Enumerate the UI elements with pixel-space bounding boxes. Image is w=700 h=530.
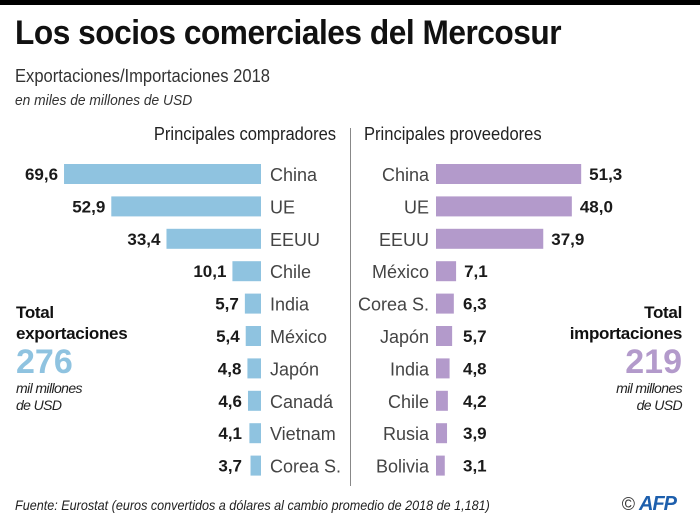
imports-value-label: 48,0 [580, 197, 613, 216]
exports-bar-8 [249, 423, 261, 444]
exports-bar-5 [245, 326, 261, 346]
exports-value-label: 3,7 [218, 457, 242, 476]
imports-total-label-1: Total [644, 303, 682, 322]
exports-value-label: 52,9 [72, 197, 105, 216]
exports-value-label: 4,8 [218, 359, 242, 378]
exports-bar-7 [247, 390, 261, 411]
imports-category-label: Chile [388, 392, 429, 412]
top-rule [0, 0, 700, 5]
imports-category-label: India [390, 359, 430, 379]
exports-category-label: Chile [270, 262, 311, 282]
exports-category-label: Corea S. [270, 457, 341, 477]
exports-bar-3 [232, 261, 261, 282]
imports-bar-3 [436, 261, 457, 282]
exports-category-label: México [270, 327, 327, 347]
column-divider [350, 128, 351, 486]
imports-category-label: EEUU [379, 230, 429, 250]
exports-total: Total exportaciones 276 mil millones de … [16, 302, 128, 414]
imports-bar-9 [436, 455, 445, 476]
imports-bar-8 [436, 423, 448, 444]
imports-bar-6 [436, 358, 450, 379]
imports-value-label: 7,1 [464, 262, 488, 281]
imports-category-label: México [372, 262, 429, 282]
imports-bar-0 [436, 164, 582, 184]
exports-category-label: EEUU [270, 230, 320, 250]
imports-total-unit-1: mil millones [616, 380, 683, 396]
imports-value-label: 4,8 [463, 359, 487, 378]
imports-bar-5 [436, 326, 453, 346]
imports-total: Total importaciones 219 mil millones de … [569, 302, 683, 414]
exports-value-label: 5,7 [215, 295, 239, 314]
imports-total-label-2: importaciones [569, 324, 683, 343]
exports-total-unit-1: mil millones [16, 380, 83, 396]
exports-bar-0 [64, 164, 261, 184]
exports-total-value: 276 [16, 343, 73, 381]
chart-subtitle: Exportaciones/Importaciones 2018 [15, 66, 270, 86]
exports-total-label-2: exportaciones [16, 324, 128, 343]
exports-total-unit-2: de USD [16, 397, 62, 413]
exports-value-label: 5,4 [216, 327, 240, 346]
source-note: Fuente: Eurostat (euros convertidos a dó… [15, 497, 490, 513]
imports-bar-4 [436, 293, 454, 314]
exports-bar-6 [247, 358, 261, 379]
exports-bar-2 [166, 228, 261, 249]
exports-category-label: Vietnam [270, 424, 336, 444]
imports-category-label: Corea S. [358, 295, 429, 315]
imports-bar-7 [436, 390, 448, 411]
exports-bar-4 [244, 293, 261, 314]
credit: © AFP [621, 493, 677, 516]
exports-total-label-1: Total [16, 303, 54, 322]
imports-category-label: China [382, 165, 430, 185]
imports-category-label: Bolivia [376, 457, 430, 477]
imports-category-label: UE [404, 197, 429, 217]
imports-bar-2 [436, 228, 544, 249]
imports-value-label: 4,2 [463, 392, 487, 411]
exports-column-title: Principales compradores [153, 124, 336, 144]
afp-logo: AFP [639, 493, 677, 515]
imports-value-label: 3,9 [463, 424, 487, 443]
unit-note: en miles de millones de USD [15, 92, 193, 109]
exports-category-label: UE [270, 197, 295, 217]
exports-bar-9 [250, 455, 261, 476]
imports-value-label: 37,9 [551, 230, 584, 249]
exports-value-label: 10,1 [193, 262, 226, 281]
exports-value-label: 4,6 [218, 392, 242, 411]
imports-column-title: Principales proveedores [364, 124, 542, 144]
exports-category-label: Canadá [270, 392, 334, 412]
copyright-icon: © [621, 494, 635, 514]
imports-value-label: 51,3 [589, 165, 622, 184]
exports-category-label: Japón [270, 359, 319, 379]
exports-category-label: India [270, 295, 310, 315]
exports-category-label: China [270, 165, 318, 185]
exports-value-label: 33,4 [127, 230, 161, 249]
imports-bar-1 [436, 196, 572, 217]
imports-category-label: Rusia [383, 424, 430, 444]
exports-value-label: 4,1 [218, 424, 242, 443]
imports-category-label: Japón [380, 327, 429, 347]
imports-total-unit-2: de USD [636, 397, 683, 413]
imports-total-value: 219 [625, 343, 682, 381]
chart-title: Los socios comerciales del Mercosur [15, 14, 562, 52]
exports-value-label: 69,6 [25, 165, 58, 184]
imports-value-label: 5,7 [463, 327, 487, 346]
imports-value-label: 6,3 [463, 295, 487, 314]
imports-value-label: 3,1 [463, 457, 487, 476]
exports-bar-1 [111, 196, 261, 217]
